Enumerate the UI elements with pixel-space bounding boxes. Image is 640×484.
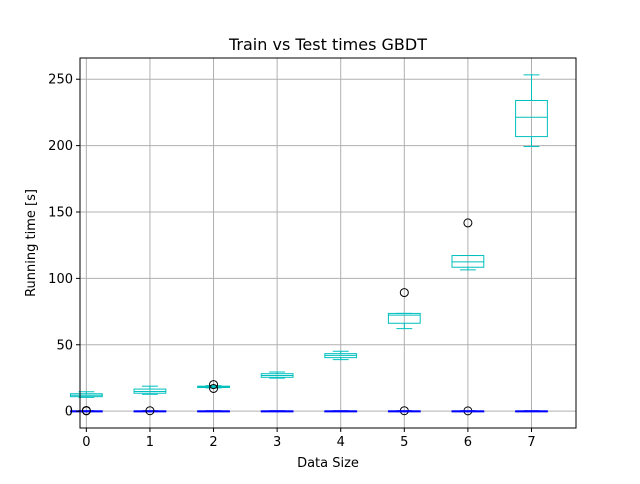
y-tick-label: 150 [48, 206, 73, 221]
x-tick-label: 7 [527, 435, 535, 450]
y-axis-ticks: 0 50 100 150 200 250 [48, 73, 80, 420]
box-plot [324, 350, 358, 361]
x-tick-label: 3 [273, 435, 281, 450]
grid [80, 58, 576, 428]
box-plot [69, 391, 103, 398]
y-axis-label: Running time [s] [24, 189, 39, 297]
box-plot [260, 410, 294, 413]
box-plot [451, 410, 485, 413]
outlier-point [463, 218, 473, 228]
box [451, 255, 485, 268]
x-tick-label: 4 [337, 435, 345, 450]
outlier-point [209, 380, 219, 390]
box-plot [197, 380, 230, 393]
y-tick-label: 200 [48, 139, 73, 154]
outlier-point [209, 383, 219, 393]
box-plot [260, 371, 294, 379]
outlier-point [145, 406, 155, 416]
plot-marks [69, 74, 548, 416]
x-tick-label: 6 [464, 435, 472, 450]
outlier-point [399, 288, 409, 298]
x-tick-label: 0 [82, 435, 90, 450]
x-tick-label: 5 [400, 435, 408, 450]
box-plot [387, 410, 421, 413]
outlier-point [81, 405, 91, 415]
box [387, 312, 421, 324]
box-plot [197, 410, 230, 413]
y-tick-label: 100 [48, 272, 73, 287]
y-tick-label: 250 [48, 73, 73, 88]
y-tick-label: 0 [65, 405, 73, 420]
x-axis-ticks: 0 1 2 3 4 5 6 7 [82, 428, 536, 450]
box [515, 99, 548, 138]
chart-title: Train vs Test times GBDT [228, 35, 427, 54]
box-plot [515, 74, 548, 148]
box-plot [133, 406, 167, 416]
y-tick-label: 50 [56, 338, 73, 353]
plot-frame [79, 57, 577, 429]
box-plot [133, 385, 167, 395]
box-plot [324, 410, 358, 413]
x-axis-label: Data Size [297, 456, 359, 471]
x-tick-label: 2 [209, 435, 217, 450]
box-plot [69, 405, 103, 416]
box-plot [515, 410, 548, 413]
x-tick-label: 1 [146, 435, 154, 450]
